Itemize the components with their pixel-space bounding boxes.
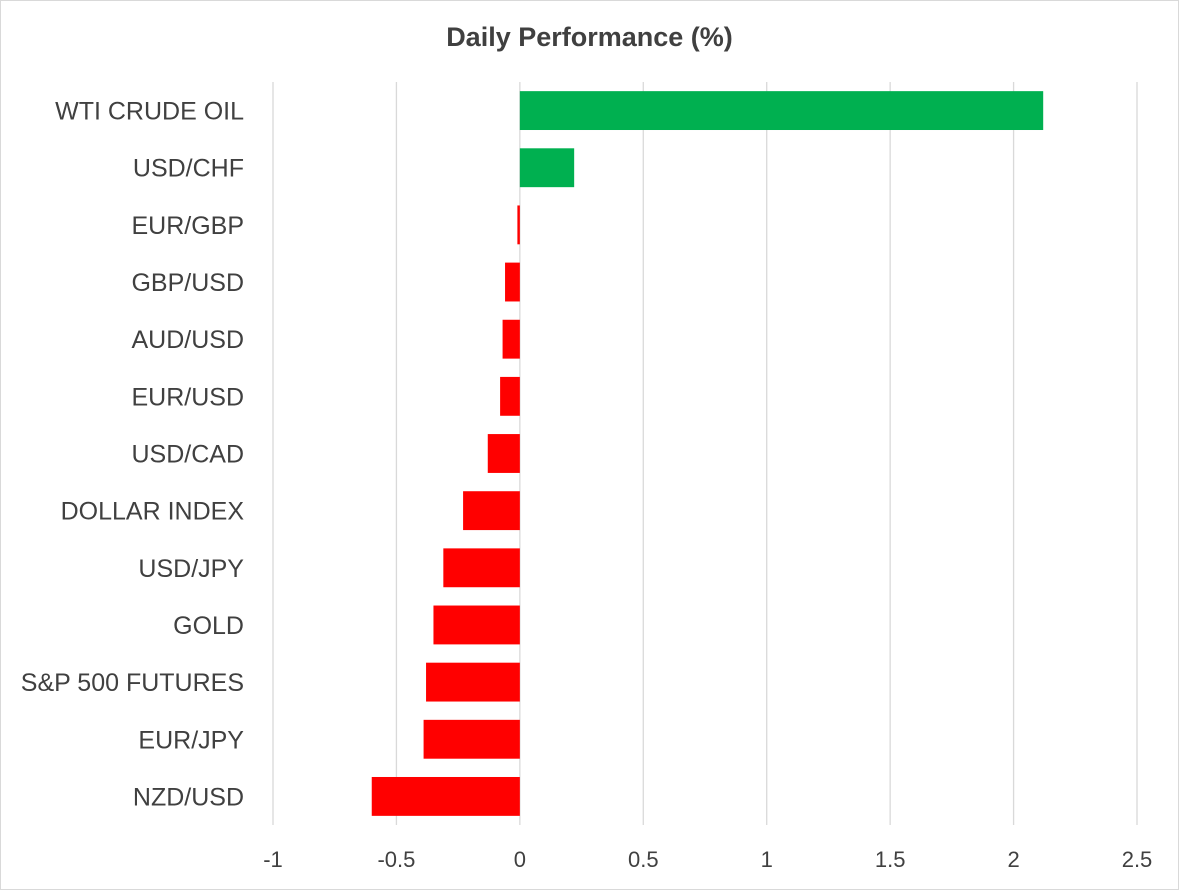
- category-label: AUD/USD: [131, 326, 244, 354]
- bar: [426, 662, 520, 702]
- category-label: GBP/USD: [131, 269, 244, 297]
- bar: [443, 548, 520, 588]
- category-label: DOLLAR INDEX: [61, 498, 245, 526]
- x-tick-label: 1: [761, 847, 773, 872]
- x-tick-label: -1: [263, 847, 283, 872]
- chart-title: Daily Performance (%): [446, 22, 733, 52]
- category-label: USD/JPY: [138, 555, 244, 583]
- x-tick-label: 2: [1007, 847, 1019, 872]
- bar: [423, 719, 520, 759]
- category-label: WTI CRUDE OIL: [55, 98, 244, 126]
- category-label: EUR/USD: [131, 383, 244, 411]
- bar: [433, 605, 520, 645]
- x-tick-label: 0: [514, 847, 526, 872]
- bar: [500, 376, 520, 416]
- bar: [487, 434, 520, 473]
- bar: [463, 491, 520, 531]
- x-tick-label: -0.5: [377, 847, 415, 872]
- bar: [517, 205, 520, 245]
- bar: [502, 319, 520, 359]
- category-label: S&P 500 FUTURES: [21, 669, 244, 697]
- x-tick-label: 0.5: [628, 847, 659, 872]
- bars: [371, 91, 1044, 816]
- bar: [519, 148, 575, 188]
- gridlines: [272, 82, 1138, 825]
- x-axis-tick-labels: -1 -0.5 0 0.5 1 1.5 2 2.5: [263, 847, 1152, 872]
- category-label: USD/CHF: [133, 155, 244, 183]
- bar: [505, 262, 520, 302]
- category-label: EUR/GBP: [131, 212, 244, 240]
- category-label: USD/CAD: [131, 441, 244, 469]
- bar: [519, 91, 1044, 131]
- bar: [371, 776, 520, 816]
- category-labels: WTI CRUDE OIL USD/CHF EUR/GBP GBP/USD AUD/US…: [21, 98, 245, 812]
- x-tick-label: 2.5: [1122, 847, 1153, 872]
- x-tick-label: 1.5: [875, 847, 906, 872]
- category-label: EUR/JPY: [138, 726, 244, 754]
- category-label: NZD/USD: [133, 783, 244, 811]
- category-label: GOLD: [173, 612, 244, 640]
